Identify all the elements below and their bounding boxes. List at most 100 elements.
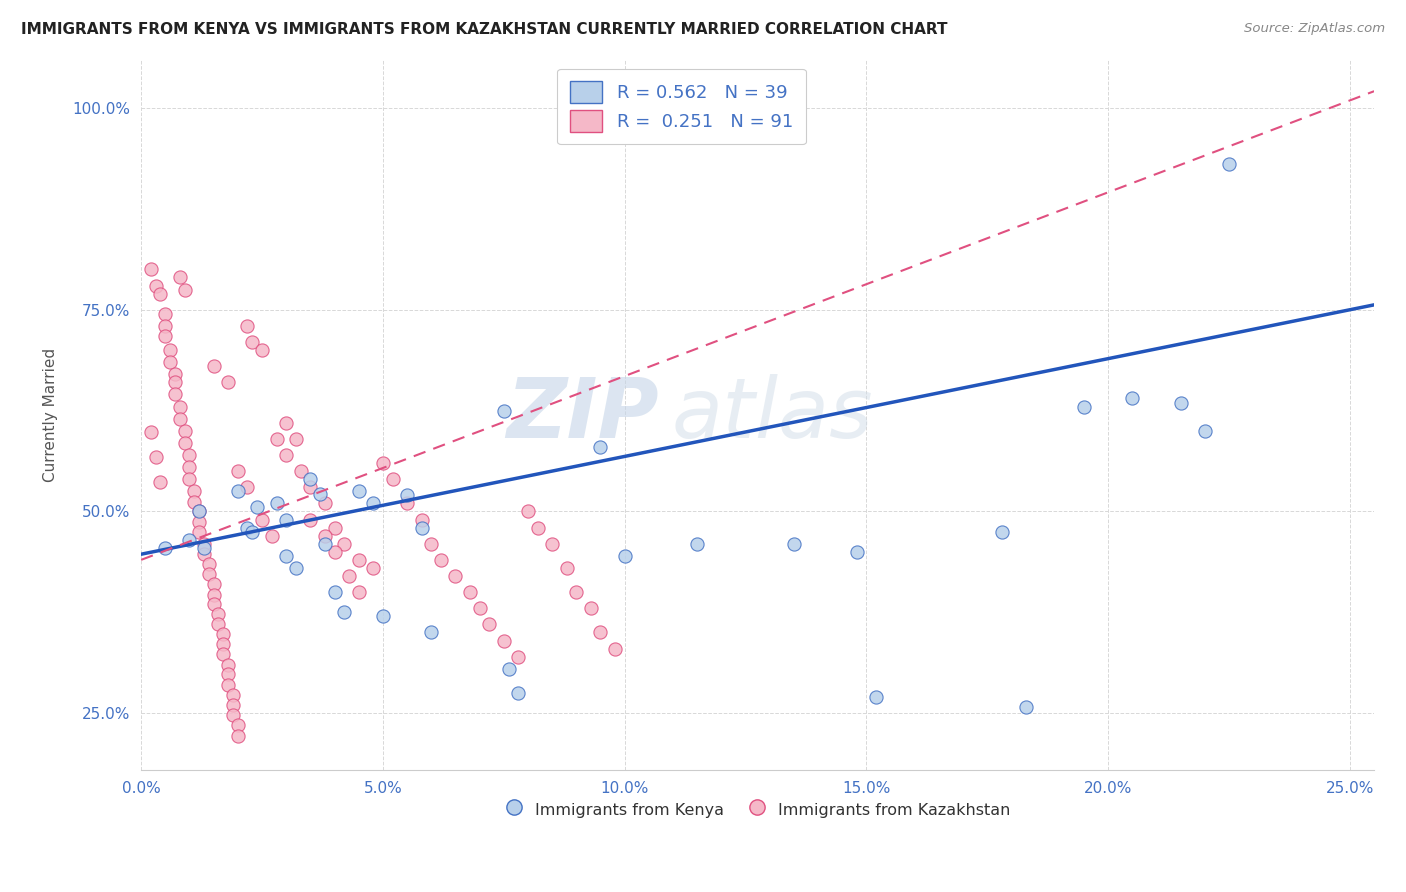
Point [613, 549, 636, 563]
Point [420, 625, 443, 640]
Point [276, 448, 298, 462]
Point [284, 561, 307, 575]
Point [347, 553, 370, 567]
Point [212, 627, 235, 641]
Point [347, 585, 370, 599]
Point [207, 617, 229, 632]
Point [276, 416, 298, 430]
Point [337, 569, 360, 583]
Point [222, 689, 245, 703]
Point [276, 512, 298, 526]
Point [222, 698, 245, 712]
Point [865, 690, 887, 704]
Text: ZIP: ZIP [506, 374, 659, 455]
Point [411, 512, 433, 526]
Point [169, 411, 191, 425]
Point [240, 334, 263, 349]
Point [188, 504, 211, 518]
Point [155, 307, 177, 321]
Point [217, 667, 239, 681]
Point [314, 529, 336, 543]
Point [163, 376, 186, 390]
Point [284, 432, 307, 446]
Point [444, 569, 467, 583]
Point [526, 520, 548, 534]
Point [183, 495, 205, 509]
Point [179, 460, 201, 475]
Point [188, 515, 211, 529]
Point [508, 649, 530, 664]
Point [371, 456, 394, 470]
Point [202, 597, 225, 611]
Point [207, 607, 229, 621]
Point [202, 577, 225, 591]
Text: Source: ZipAtlas.com: Source: ZipAtlas.com [1244, 22, 1385, 36]
Point [361, 561, 384, 575]
Point [179, 533, 201, 547]
Point [783, 537, 806, 551]
Text: IMMIGRANTS FROM KENYA VS IMMIGRANTS FROM KAZAKHSTAN CURRENTLY MARRIED CORRELATIO: IMMIGRANTS FROM KENYA VS IMMIGRANTS FROM… [21, 22, 948, 37]
Point [371, 609, 394, 624]
Point [149, 475, 172, 489]
Point [169, 400, 191, 414]
Point [458, 585, 481, 599]
Point [1170, 395, 1192, 409]
Point [276, 549, 298, 563]
Point [193, 541, 215, 555]
Point [1015, 699, 1038, 714]
Point [686, 537, 709, 551]
Point [266, 432, 288, 446]
Point [991, 524, 1014, 539]
Point [217, 678, 239, 692]
Point [299, 512, 322, 526]
Point [173, 283, 195, 297]
Point [149, 286, 172, 301]
Point [217, 657, 239, 672]
Point [579, 601, 602, 615]
Point [179, 448, 201, 462]
Point [145, 278, 167, 293]
Point [159, 343, 181, 357]
Point [589, 440, 612, 454]
Point [589, 625, 612, 640]
Point [347, 484, 370, 499]
Point [555, 561, 578, 575]
Point [411, 520, 433, 534]
Point [155, 328, 177, 343]
Point [202, 359, 225, 374]
Point [188, 504, 211, 518]
Point [468, 601, 491, 615]
Point [222, 707, 245, 722]
Point [541, 537, 564, 551]
Y-axis label: Currently Married: Currently Married [44, 348, 58, 482]
Point [159, 355, 181, 369]
Text: atlas: atlas [671, 374, 873, 455]
Point [236, 480, 259, 494]
Point [193, 547, 215, 561]
Point [845, 545, 868, 559]
Point [396, 496, 419, 510]
Point [236, 520, 259, 534]
Point [226, 464, 249, 478]
Point [145, 450, 167, 464]
Point [198, 566, 221, 581]
Point [323, 585, 346, 599]
Point [183, 484, 205, 499]
Point [139, 262, 162, 277]
Point [498, 662, 520, 676]
Point [478, 617, 501, 632]
Point [188, 525, 211, 540]
Point [266, 496, 288, 510]
Point [155, 541, 177, 555]
Point [163, 387, 186, 401]
Point [323, 520, 346, 534]
Legend: Immigrants from Kenya, Immigrants from Kazakhstan: Immigrants from Kenya, Immigrants from K… [498, 793, 1017, 826]
Point [492, 403, 515, 417]
Point [516, 504, 538, 518]
Point [333, 537, 356, 551]
Point [240, 524, 263, 539]
Point [508, 686, 530, 700]
Point [430, 553, 453, 567]
Point [1073, 400, 1095, 414]
Point [226, 718, 249, 732]
